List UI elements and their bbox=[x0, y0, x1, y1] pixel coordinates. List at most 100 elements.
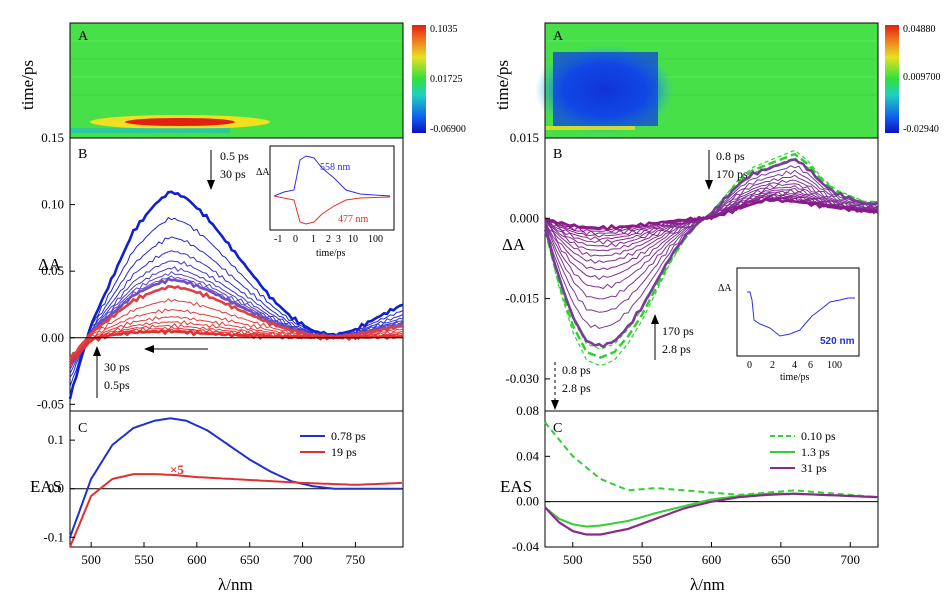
right-b-green-curve-1 bbox=[543, 152, 878, 359]
left-c-label: C bbox=[78, 421, 87, 436]
right-c-ytick-label-3: -0.04 bbox=[512, 539, 540, 554]
left-c-xtick-label-4: 700 bbox=[293, 552, 313, 567]
left-a-ylabel: time/ps bbox=[18, 60, 37, 110]
right-panel-c: 0.08 0.04 0.00 -0.04 500 550 600 650 700 C EAS 0… bbox=[500, 403, 879, 594]
right-b-ytick-label-2: -0.015 bbox=[505, 291, 539, 306]
right-b-ann-dash-1: 0.8 ps bbox=[562, 363, 591, 377]
left-b-ytick-label-3: 0.00 bbox=[41, 330, 64, 345]
left-xlabel: λ/nm bbox=[218, 575, 253, 594]
right-inset-xt0: 0 bbox=[747, 360, 752, 371]
left-b-ann-down-1: 0.5 ps bbox=[220, 149, 249, 163]
left-c-xtick-label-3: 650 bbox=[240, 552, 260, 567]
left-c-xtick-label-0: 500 bbox=[81, 552, 101, 567]
left-panel-c: 0.1 0.0 -0.1 500 550 600 650 700 750 C EAS ×5 0.… bbox=[30, 410, 404, 594]
right-panel-a: A time/ps 0.04880 0.009700 -0.02940 bbox=[493, 22, 941, 139]
right-b-ytick-label-3: -0.030 bbox=[505, 371, 539, 386]
right-b-purple-curve-17 bbox=[544, 197, 879, 232]
left-c-ytick-label-1: 0.0 bbox=[48, 481, 64, 496]
left-c-frame bbox=[69, 410, 404, 548]
right-inset-xt1: 2 bbox=[770, 360, 775, 371]
inset-558-trace bbox=[273, 155, 391, 197]
right-c-curves bbox=[544, 421, 879, 536]
left-c-xtick-label-5: 750 bbox=[346, 552, 366, 567]
right-c-legend-2: 1.3 ps bbox=[801, 445, 830, 459]
left-c-ytick-label-0: 0.1 bbox=[48, 432, 64, 447]
inset-520-trace bbox=[747, 291, 855, 337]
left-b-ytick-label-4: -0.05 bbox=[37, 396, 64, 411]
right-c-xtick-label-2: 600 bbox=[702, 552, 722, 567]
right-b-purple-curve-8 bbox=[544, 188, 879, 257]
left-inset-xt2: 1 bbox=[311, 234, 316, 245]
right-cbar-top: 0.04880 bbox=[903, 24, 936, 35]
left-b-red-curve-3 bbox=[69, 316, 404, 363]
right-b-purple-curve-1 bbox=[544, 165, 879, 329]
left-c-series-19ps bbox=[69, 473, 402, 548]
left-inset-xt3: 2 bbox=[326, 234, 331, 245]
right-b-ann-dash-2: 2.8 ps bbox=[562, 381, 591, 395]
right-panel-b: 0.015 0.000 -0.015 -0.030 B ΔA 0.8 ps 170 p… bbox=[502, 130, 879, 412]
left-a-label: A bbox=[78, 29, 89, 44]
left-inset-xt0: -1 bbox=[274, 234, 282, 245]
left-cbar-bottom: -0.06900 bbox=[430, 124, 466, 135]
right-b-ann-up-1: 170 ps bbox=[662, 324, 694, 338]
left-c-xtick-label-2: 600 bbox=[187, 552, 207, 567]
left-b-red-curve-4 bbox=[69, 320, 404, 364]
left-b-blue-curve-0 bbox=[68, 190, 404, 400]
right-b-ann-down-2: 170 ps bbox=[716, 167, 748, 181]
right-b-ylabel: ΔA bbox=[502, 235, 526, 254]
right-b-ann-up-2: 2.8 ps bbox=[662, 342, 691, 356]
right-a-ylabel: time/ps bbox=[493, 60, 512, 110]
right-c-ylabel: EAS bbox=[500, 477, 532, 496]
left-panel-b: 0.150.100.050.00-0.05 B ΔA 0.5 ps 30 ps … bbox=[37, 130, 404, 412]
left-inset-label1: 558 nm bbox=[320, 162, 351, 173]
right-inset-ylabel: ΔA bbox=[718, 283, 732, 294]
right-c-label: C bbox=[553, 421, 562, 436]
right-b-purple-curve-5 bbox=[544, 183, 879, 281]
left-c-series-0.78ps bbox=[69, 417, 402, 538]
right-inset-xt3: 6 bbox=[808, 360, 813, 371]
left-b-ylabel: ΔA bbox=[38, 255, 62, 274]
right-b-inset: ΔA 520 nm 0 2 4 6 100 time/ps bbox=[718, 267, 860, 383]
right-c-ytick-label-0: 0.08 bbox=[516, 403, 539, 418]
right-inset-xt2: 4 bbox=[792, 360, 797, 371]
right-b-label: B bbox=[553, 147, 562, 162]
left-c-legend-2: 19 ps bbox=[331, 445, 357, 459]
left-colorbar bbox=[412, 25, 426, 133]
right-c-xtick-label-4: 700 bbox=[841, 552, 861, 567]
right-c-ytick-label-1: 0.04 bbox=[516, 448, 539, 463]
left-b-blue-curve-7 bbox=[69, 275, 404, 365]
left-b-curves bbox=[68, 190, 404, 400]
left-b-red-curve-0 bbox=[68, 284, 404, 361]
right-c-xtick-label-1: 550 bbox=[632, 552, 652, 567]
left-b-ytick-label-1: 0.10 bbox=[41, 197, 64, 212]
left-cbar-top: 0.1035 bbox=[430, 24, 458, 35]
left-c-ylabel: EAS bbox=[30, 477, 62, 496]
left-b-ytick-label-0: 0.15 bbox=[41, 130, 64, 145]
left-inset-label2: 477 nm bbox=[338, 214, 369, 225]
left-b-inset: ΔA 558 nm 477 nm -1 0 1 2 3 10 100 time/… bbox=[256, 145, 395, 259]
right-b-curves bbox=[543, 149, 879, 367]
left-b-ann-down-2: 30 ps bbox=[220, 167, 246, 181]
right-c-xtick-label-0: 500 bbox=[563, 552, 583, 567]
left-c-curves bbox=[69, 417, 403, 548]
right-c-xtick-label-3: 650 bbox=[771, 552, 791, 567]
inset-477-trace bbox=[273, 195, 391, 225]
left-panel-a: A time/ps 0.1035 0.01725 -0.06900 bbox=[18, 22, 466, 139]
right-xlabel: λ/nm bbox=[690, 575, 725, 594]
left-inset-xlabel: time/ps bbox=[316, 248, 346, 259]
right-c-ytick-label-2: 0.00 bbox=[516, 494, 539, 509]
right-a-label: A bbox=[553, 29, 564, 44]
right-c-series-0.10ps bbox=[544, 421, 879, 499]
right-b-ytick-label-0: 0.015 bbox=[510, 130, 539, 145]
right-b-purple-curve-2 bbox=[544, 169, 879, 313]
left-c-xtick-label-1: 550 bbox=[134, 552, 154, 567]
left-inset-xt4: 3 bbox=[336, 234, 341, 245]
right-c-series-1.3ps bbox=[544, 492, 879, 528]
right-c-legend-3: 31 ps bbox=[801, 461, 827, 475]
right-b-ann-down-1: 0.8 ps bbox=[716, 149, 745, 163]
left-c-scale-note: ×5 bbox=[170, 462, 184, 477]
left-b-blue-curve-4 bbox=[69, 260, 404, 370]
left-inset-xt1: 0 bbox=[293, 234, 298, 245]
left-b-ytick-label-2: 0.05 bbox=[41, 263, 64, 278]
